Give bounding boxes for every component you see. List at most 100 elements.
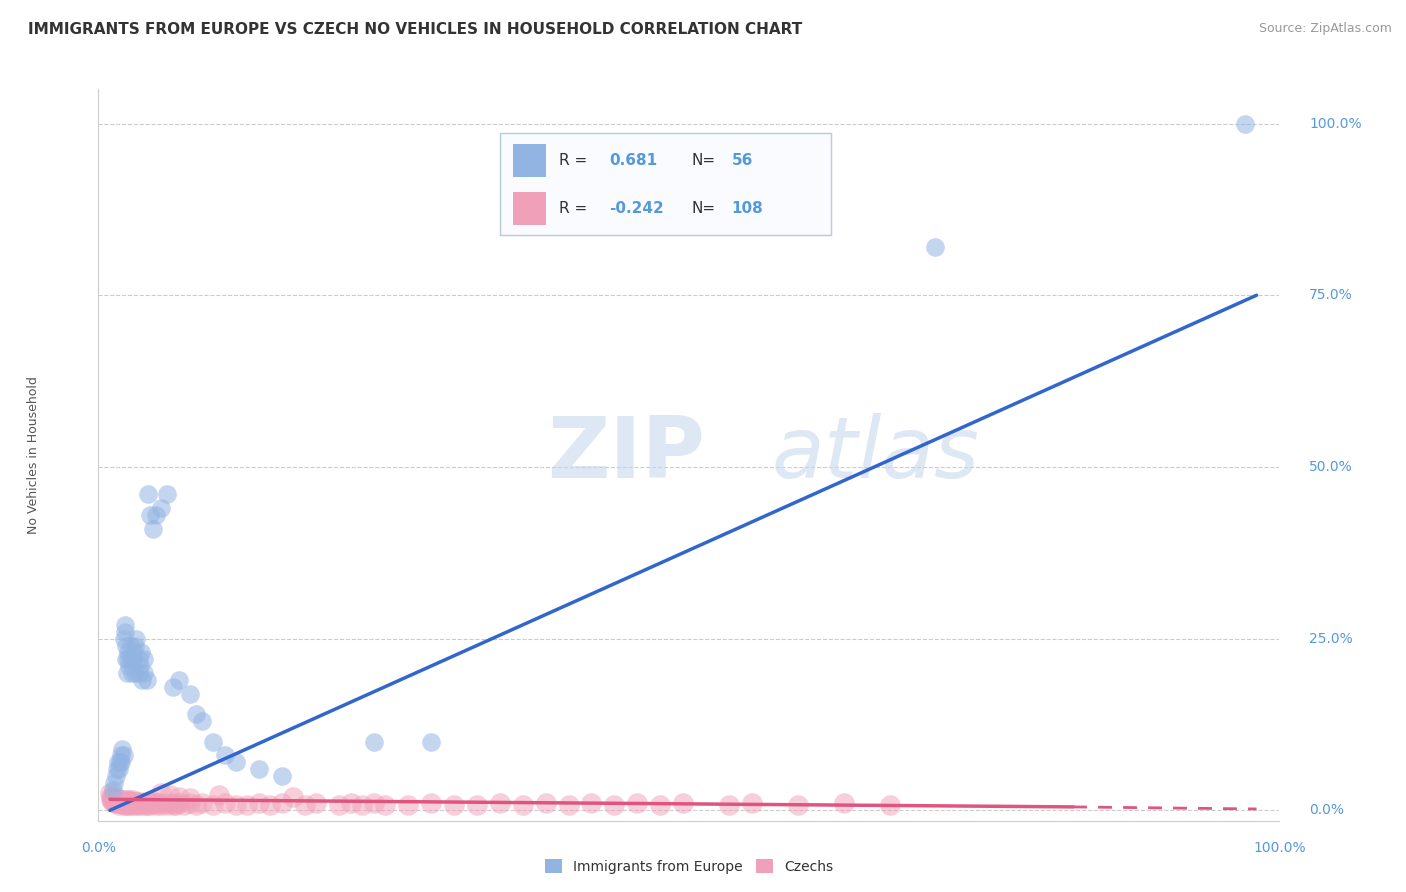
Point — [107, 797, 129, 811]
Point — [184, 797, 207, 812]
Point — [150, 786, 173, 800]
Point — [179, 687, 201, 701]
Point — [136, 797, 159, 811]
Point — [128, 797, 150, 811]
Text: 56: 56 — [731, 153, 752, 169]
Point — [122, 797, 145, 812]
Point — [135, 797, 157, 812]
Text: R =: R = — [560, 153, 588, 169]
Point — [120, 795, 142, 809]
Point — [131, 673, 153, 687]
Text: IMMIGRANTS FROM EUROPE VS CZECH NO VEHICLES IN HOUSEHOLD CORRELATION CHART: IMMIGRANTS FROM EUROPE VS CZECH NO VEHIC… — [28, 22, 803, 37]
Point — [145, 795, 167, 809]
Point — [110, 795, 132, 809]
Point — [114, 624, 136, 639]
Point — [110, 793, 132, 807]
Point — [104, 797, 127, 811]
Point — [134, 797, 156, 812]
Point — [173, 797, 195, 812]
Point — [121, 652, 143, 666]
Point — [150, 501, 173, 516]
Point — [465, 797, 488, 812]
Point — [103, 782, 125, 797]
Text: ZIP: ZIP — [547, 413, 704, 497]
Point — [184, 707, 207, 722]
Point — [603, 797, 626, 812]
Point — [115, 639, 138, 653]
Point — [108, 795, 131, 809]
Point — [121, 793, 143, 807]
Point — [167, 797, 190, 811]
Point — [270, 769, 292, 783]
Point — [131, 795, 153, 809]
Point — [114, 793, 136, 807]
Text: 0.681: 0.681 — [609, 153, 657, 169]
Point — [214, 748, 236, 763]
Point — [108, 797, 131, 812]
Point — [294, 797, 316, 812]
Point — [167, 789, 190, 804]
Point — [135, 673, 157, 687]
Point — [103, 795, 125, 809]
Point — [162, 797, 184, 811]
Point — [139, 508, 162, 522]
Text: N=: N= — [692, 153, 716, 169]
Point — [352, 797, 374, 812]
Point — [443, 797, 465, 812]
Point — [1234, 116, 1257, 130]
Text: 100.0%: 100.0% — [1253, 841, 1306, 855]
Point — [134, 665, 156, 680]
Point — [139, 795, 162, 809]
Point — [328, 797, 350, 812]
Point — [247, 797, 270, 811]
Point — [118, 797, 141, 811]
Text: No Vehicles in Household: No Vehicles in Household — [27, 376, 39, 533]
Point — [117, 645, 139, 659]
Point — [305, 797, 328, 811]
Point — [108, 797, 131, 811]
Text: 0.0%: 0.0% — [1309, 804, 1344, 817]
Point — [108, 756, 131, 770]
Point — [534, 797, 557, 811]
Text: atlas: atlas — [772, 413, 980, 497]
Point — [190, 797, 212, 811]
Point — [117, 795, 139, 809]
Point — [159, 789, 181, 803]
Point — [128, 797, 150, 812]
Point — [120, 797, 142, 812]
Point — [115, 793, 138, 807]
Point — [118, 793, 141, 807]
Point — [236, 797, 259, 812]
Point — [832, 797, 855, 811]
Point — [672, 797, 695, 811]
Text: 108: 108 — [731, 202, 763, 217]
Point — [339, 797, 361, 811]
Text: 100.0%: 100.0% — [1309, 117, 1361, 130]
Point — [124, 639, 146, 653]
Point — [879, 797, 901, 812]
Point — [162, 680, 184, 694]
Point — [115, 797, 138, 811]
Point — [114, 797, 136, 811]
Point — [145, 508, 167, 522]
Point — [259, 797, 281, 812]
Point — [101, 793, 124, 807]
Point — [108, 762, 131, 776]
Point — [103, 791, 125, 805]
Point — [136, 487, 159, 501]
Point — [129, 797, 152, 811]
Point — [420, 734, 443, 748]
Point — [512, 797, 534, 812]
Point — [117, 652, 139, 666]
Point — [112, 795, 135, 809]
Point — [162, 797, 184, 812]
Point — [121, 665, 143, 680]
Point — [107, 793, 129, 807]
Point — [111, 797, 134, 811]
Point — [115, 795, 138, 809]
Point — [105, 762, 128, 776]
Text: -0.242: -0.242 — [609, 202, 664, 217]
Point — [153, 797, 176, 811]
Point — [202, 734, 225, 748]
Point — [363, 734, 385, 748]
